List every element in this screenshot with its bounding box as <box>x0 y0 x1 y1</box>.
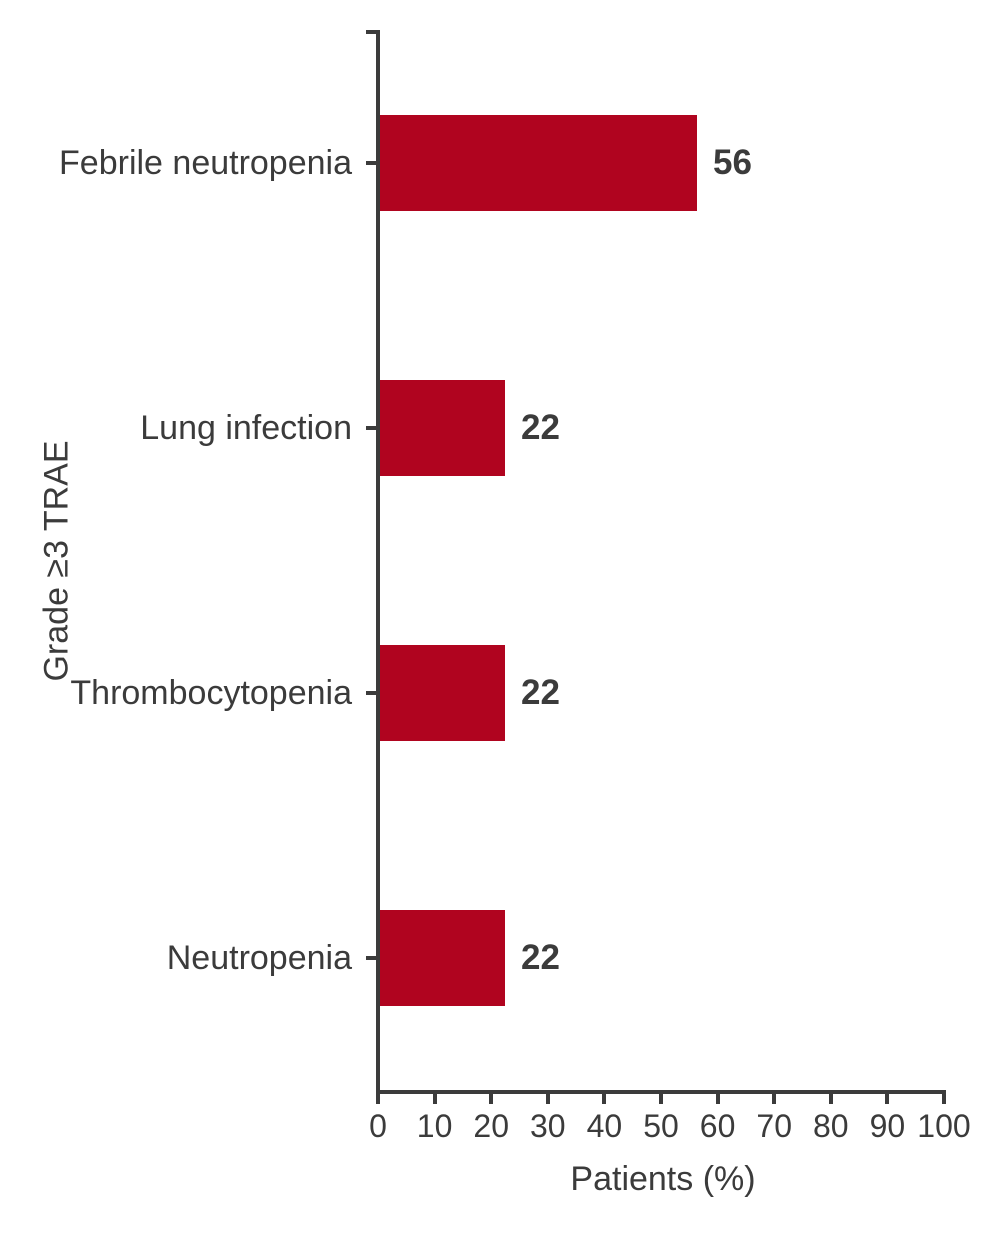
x-axis-tick-label: 60 <box>699 1108 736 1144</box>
x-axis-tick-label: 0 <box>369 1108 387 1144</box>
x-axis-tick-label: 20 <box>473 1108 509 1144</box>
bar-value-label: 22 <box>521 407 560 447</box>
x-axis-tick <box>432 1090 437 1104</box>
bar <box>380 114 697 211</box>
bar <box>380 379 505 476</box>
x-axis-tick <box>489 1090 494 1104</box>
bar-value-label: 56 <box>713 142 752 182</box>
x-axis-tick-label: 10 <box>416 1108 453 1144</box>
x-axis-tick <box>602 1090 607 1104</box>
x-axis-tick <box>772 1090 777 1104</box>
y-axis-title: Grade ≥3 TRAE <box>37 440 76 682</box>
category-label: Thrombocytopenia <box>70 673 352 712</box>
category-tick <box>366 690 376 695</box>
bar-value-label: 22 <box>521 937 560 977</box>
x-axis-tick-label: 30 <box>530 1108 566 1144</box>
x-axis-tick-label: 90 <box>869 1108 906 1144</box>
x-axis-tick <box>376 1090 380 1104</box>
x-axis-title: Patients (%) <box>570 1160 756 1198</box>
y-axis-end-tick <box>366 30 376 34</box>
category-label: Neutropenia <box>166 938 352 977</box>
x-axis-tick-label: 40 <box>586 1108 623 1144</box>
x-axis-tick-label: 100 <box>917 1108 971 1144</box>
category-tick <box>366 160 376 165</box>
x-axis-tick-label: 80 <box>813 1108 849 1144</box>
x-axis-tick <box>885 1090 890 1104</box>
x-axis-tick-label: 70 <box>756 1108 792 1144</box>
x-axis-tick <box>942 1090 946 1104</box>
x-axis-tick-label: 50 <box>643 1108 679 1144</box>
bar-value-label: 22 <box>521 672 560 712</box>
x-axis-tick <box>659 1090 663 1104</box>
x-axis-tick <box>828 1090 833 1104</box>
x-axis-tick <box>545 1090 550 1104</box>
y-axis-line <box>376 30 380 1104</box>
x-axis-tick <box>715 1090 720 1104</box>
category-tick <box>366 425 376 430</box>
category-label: Febrile neutropenia <box>59 143 352 182</box>
category-tick <box>366 955 376 960</box>
bar <box>380 644 505 741</box>
category-label: Lung infection <box>140 408 352 447</box>
bar <box>380 909 505 1006</box>
